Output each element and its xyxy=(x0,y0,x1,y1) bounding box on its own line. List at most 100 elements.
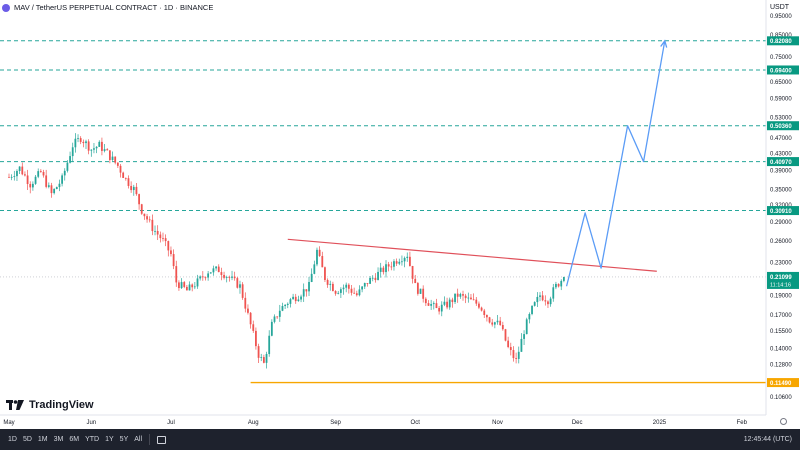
candle-body xyxy=(180,282,183,289)
x-tick-label: Aug xyxy=(248,420,259,426)
candle-body xyxy=(406,256,409,258)
candle-body xyxy=(106,149,109,151)
candle-body xyxy=(419,288,422,294)
candle-body xyxy=(77,138,79,139)
candle-body xyxy=(127,178,130,186)
support-price-tag-bg xyxy=(767,378,799,388)
x-tick-label: 2025 xyxy=(653,420,667,426)
candle-body xyxy=(260,357,263,358)
y-tick-label: 0.29000 xyxy=(770,220,792,226)
candle-body xyxy=(390,266,393,268)
candle-body xyxy=(562,276,565,281)
candle-body xyxy=(239,284,241,288)
y-tick-label: 0.35000 xyxy=(770,187,792,193)
timeframe-all[interactable]: All xyxy=(134,436,143,443)
x-tick-label: Dec xyxy=(572,420,583,426)
candle-body xyxy=(101,141,103,151)
candle-body xyxy=(493,322,496,325)
y-tick-label: 0.32000 xyxy=(770,203,792,209)
calendar-icon[interactable] xyxy=(157,435,167,444)
y-tick-label: 0.65000 xyxy=(770,80,792,86)
candle-body xyxy=(79,138,82,142)
candle-body xyxy=(18,166,21,171)
utc-clock[interactable]: 12:45:44 (UTC) xyxy=(743,436,792,443)
candle-body xyxy=(42,171,45,176)
timeframe-1d[interactable]: 1D xyxy=(8,436,17,443)
candle-body xyxy=(395,261,398,264)
symbol-title: MAV / TetherUS PERPETUAL CONTRACT · 1D ·… xyxy=(14,3,214,12)
candle-body xyxy=(472,299,475,301)
time-axis[interactable]: May Jun Jul Aug Sep Oct Nov Dec 2025 Feb xyxy=(0,414,766,426)
candle-body xyxy=(55,187,58,190)
y-tick-label: 0.19000 xyxy=(770,294,792,300)
candle-body xyxy=(342,287,345,290)
settings-gear-icon[interactable] xyxy=(780,418,787,425)
price-axis[interactable]: 0.95000 0.85000 0.75000 0.65000 0.59000 0.530… xyxy=(765,0,792,415)
candle-body xyxy=(281,306,284,311)
candle-body xyxy=(82,141,85,144)
candle-body xyxy=(156,230,159,235)
candle-body xyxy=(416,283,419,294)
candlestick-series xyxy=(8,133,565,369)
candle-body xyxy=(212,268,215,273)
candle-body xyxy=(278,310,281,317)
candle-body xyxy=(430,304,433,306)
y-tick-label: 0.23000 xyxy=(770,260,792,266)
candle-body xyxy=(45,175,48,187)
candle-body xyxy=(286,303,289,305)
candle-body xyxy=(124,177,127,179)
level-price-tag: 0.40970 xyxy=(770,160,792,166)
symbol-header[interactable]: MAV / TetherUS PERPETUAL CONTRACT · 1D ·… xyxy=(2,3,213,12)
timeframe-6m[interactable]: 6M xyxy=(69,436,80,443)
candle-body xyxy=(53,189,56,194)
candle-body xyxy=(268,335,271,355)
candle-body xyxy=(159,234,162,239)
candle-body xyxy=(332,283,334,292)
candle-body xyxy=(446,301,448,308)
candle-body xyxy=(334,291,337,294)
candle-body xyxy=(440,304,443,312)
timeframe-5d[interactable]: 5D xyxy=(22,436,32,443)
x-tick-label: Jun xyxy=(86,420,96,426)
candle-body xyxy=(85,141,87,144)
candle-body xyxy=(459,294,462,297)
candle-body xyxy=(324,267,326,280)
candle-body xyxy=(316,249,318,265)
y-tick-label: 0.17000 xyxy=(770,313,792,319)
level-price-tag: 0.30910 xyxy=(770,209,792,215)
timeframe-1m[interactable]: 1M xyxy=(37,436,48,443)
timeframe-1y[interactable]: 1Y xyxy=(105,436,114,443)
candle-body xyxy=(557,283,560,287)
y-tick-label: 0.53000 xyxy=(770,115,792,121)
candle-body xyxy=(294,296,297,302)
candle-body xyxy=(138,194,140,205)
candle-body xyxy=(114,156,117,163)
currency-label[interactable]: USDT xyxy=(770,4,790,11)
candle-body xyxy=(403,257,406,262)
candle-body xyxy=(544,300,547,302)
candle-body xyxy=(355,293,358,296)
y-tick-label: 0.14000 xyxy=(770,347,792,353)
level-price-tag: 0.69400 xyxy=(770,68,792,74)
candle-body xyxy=(215,266,217,269)
candle-body xyxy=(21,166,24,175)
level-price-tag-bg xyxy=(767,65,799,75)
candle-body xyxy=(310,273,313,282)
candle-body xyxy=(116,162,119,166)
candle-body xyxy=(313,264,316,274)
projection-path xyxy=(565,40,666,287)
timeframe-ytd[interactable]: YTD xyxy=(85,436,100,443)
timeframe-3m[interactable]: 3M xyxy=(53,436,64,443)
candle-body xyxy=(148,219,151,221)
candle-body xyxy=(531,305,533,315)
price-chart[interactable]: 0.95000 0.85000 0.75000 0.65000 0.59000 0.530… xyxy=(0,0,800,429)
candle-body xyxy=(525,319,528,335)
timeframe-5y[interactable]: 5Y xyxy=(119,436,129,443)
candle-body xyxy=(414,278,417,284)
candle-body xyxy=(409,256,411,267)
candle-body xyxy=(467,297,470,299)
price-labels: 0.82080 0.69400 0.50360 0.40970 0.30910 0.114… xyxy=(767,36,799,388)
candle-body xyxy=(50,185,53,194)
candle-body xyxy=(491,322,494,325)
candle-body xyxy=(398,261,401,264)
